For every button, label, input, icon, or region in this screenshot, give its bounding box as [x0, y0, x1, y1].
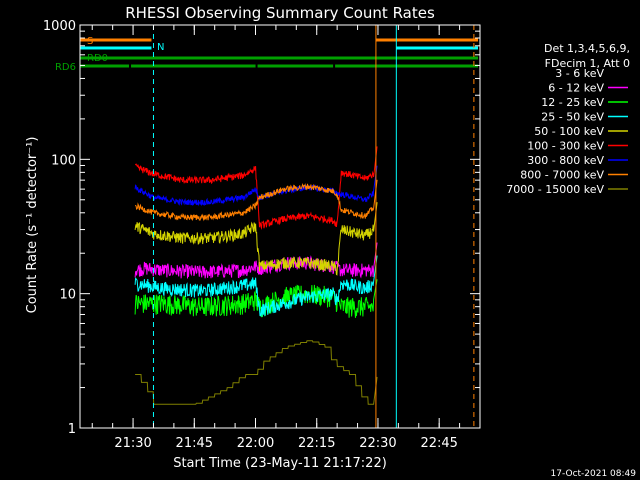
- y-tick-label: 10: [59, 288, 76, 303]
- x-tick-label: 22:30: [359, 436, 396, 451]
- axes-layer: 1 10 100 1000 21:30 21:45 22:00 22:15 22:30 22:45: [43, 19, 481, 451]
- legend: Det 1,3,4,5,6,9, FDecim 1, Att 03 - 6 keV…: [506, 42, 630, 196]
- series-25to50keV: [134, 255, 378, 317]
- x-tick-label: 21:30: [114, 436, 151, 451]
- flag-label-n: N: [157, 42, 164, 53]
- legend-item-label: 50 - 100 keV: [534, 125, 604, 138]
- legend-item-label: 6 - 12 keV: [548, 82, 604, 95]
- footer-date: 17-Oct-2021 08:49: [551, 469, 637, 479]
- x-tick-label: 22:15: [298, 436, 335, 451]
- legend-item-label: 800 - 7000 keV: [520, 169, 604, 182]
- chart-title: RHESSI Observing Summary Count Rates: [125, 4, 435, 22]
- legend-item-label: 100 - 300 keV: [527, 140, 604, 153]
- legend-item-label: 12 - 25 keV: [541, 96, 604, 109]
- x-tick-label: 22:45: [420, 436, 457, 451]
- x-axis-label: Start Time (23-May-11 21:17:22): [173, 456, 387, 471]
- series-100to300keV: [135, 146, 378, 231]
- flags-layer: S N RD0 RD6: [55, 36, 478, 73]
- legend-header: FDecim 1, Att 0: [545, 57, 630, 70]
- legend-item-label: 7000 - 15000 keV: [506, 183, 604, 196]
- flag-label-rd0: RD0: [87, 53, 108, 64]
- x-tick-label: 21:45: [176, 436, 213, 451]
- legend-item-label: 300 - 800 keV: [527, 154, 604, 167]
- y-axis-label: Count Rate (s⁻¹ detector⁻¹): [25, 137, 40, 314]
- series-50to100keV: [134, 202, 378, 276]
- x-tick-label: 22:00: [237, 436, 274, 451]
- y-tick-label: 1: [68, 422, 76, 437]
- series-800to7000keV: [135, 179, 378, 222]
- flag-label-s: S: [87, 36, 93, 47]
- y-tick-label: 100: [51, 153, 76, 168]
- legend-header: Det 1,3,4,5,6,9,: [544, 42, 630, 55]
- legend-item-label: 3 - 6 keV: [555, 67, 604, 80]
- series-7000to15000keV: [135, 340, 378, 405]
- y-tick-label: 1000: [43, 19, 76, 34]
- series-layer: [134, 146, 378, 405]
- legend-item-label: 25 - 50 keV: [541, 111, 604, 124]
- plot-frame: [79, 24, 481, 429]
- flag-label-rd6: RD6: [55, 62, 76, 73]
